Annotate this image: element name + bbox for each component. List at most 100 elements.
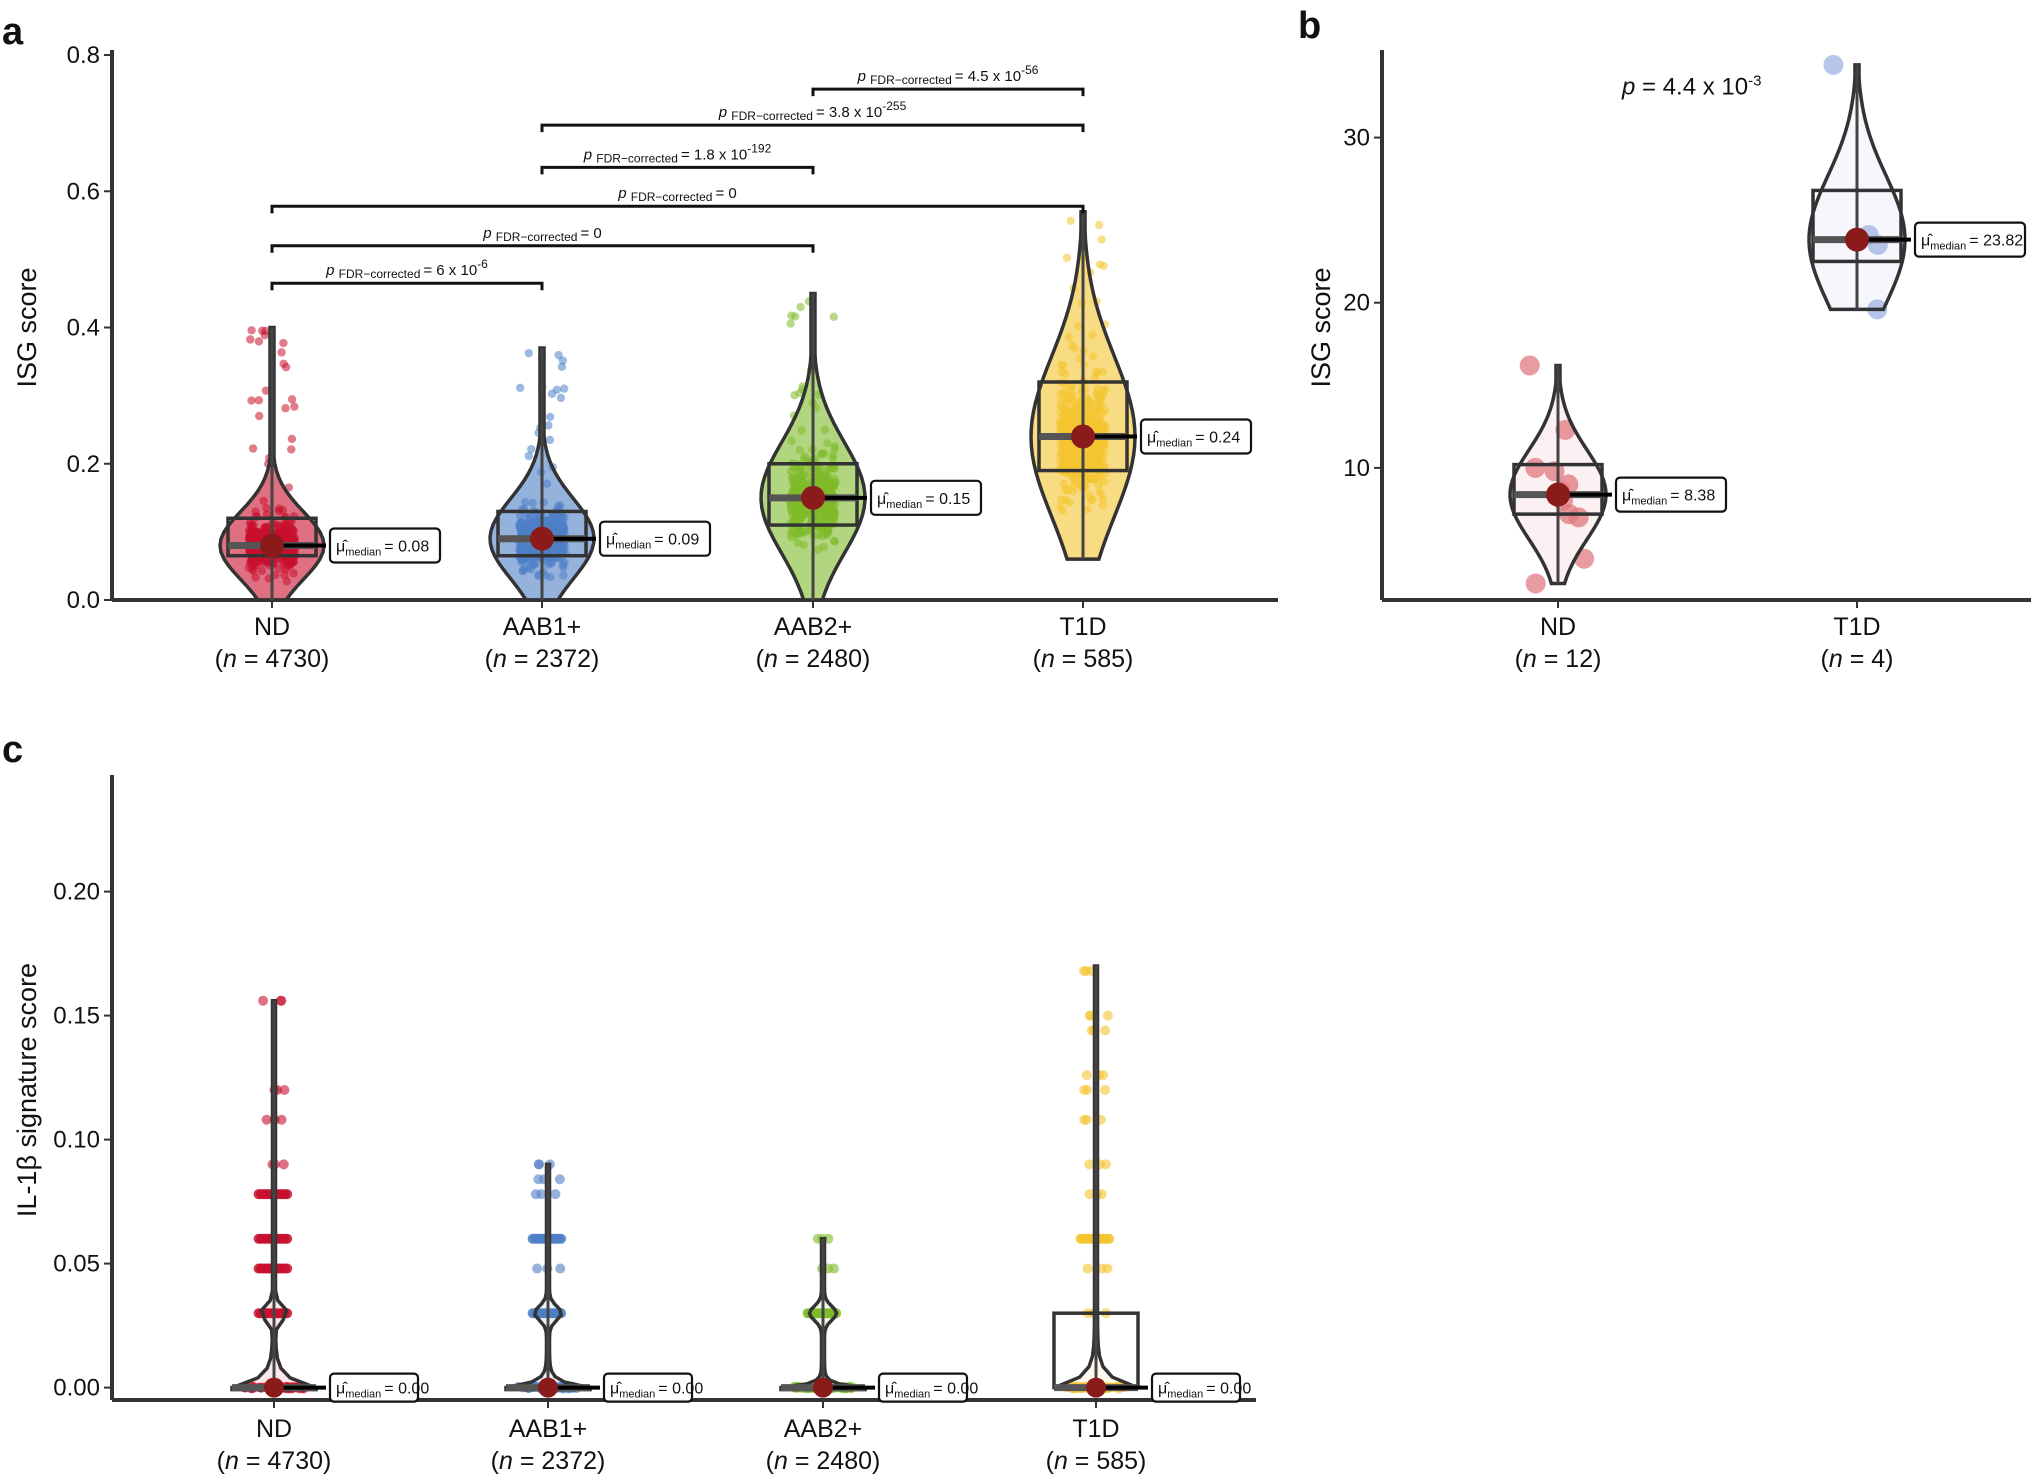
- median-label: μ̂median = 23.82: [1921, 233, 2023, 253]
- data-point: [282, 1233, 293, 1244]
- median-label: μ̂median = 0.24: [1147, 430, 1240, 450]
- n-italic: n: [1041, 645, 1055, 673]
- data-point: [1084, 1159, 1095, 1170]
- y-tick-label: 30: [1343, 125, 1370, 152]
- median-subscript: median: [894, 1389, 930, 1401]
- p-subscript: FDR−corrected: [596, 151, 678, 165]
- data-point: [282, 1189, 293, 1200]
- median-symbol: μ̂: [336, 1381, 348, 1398]
- p-exponent: -56: [1021, 63, 1039, 77]
- median-subscript: median: [1167, 1389, 1203, 1401]
- n-value: = 4730): [237, 645, 329, 673]
- comparison-bracket: p FDR−corrected = 0: [270, 225, 815, 253]
- data-point: [1823, 54, 1844, 75]
- comparison-bracket: p FDR−corrected = 3.8 x 10-255: [540, 99, 1085, 133]
- n-italic: n: [764, 645, 778, 673]
- data-point: [1096, 1263, 1107, 1274]
- bracket-line: [811, 87, 1085, 97]
- x-n-label: (n = 2372): [485, 645, 600, 673]
- x-category-label: AAB2+: [784, 1415, 863, 1443]
- y-axis-label: ISG score: [1306, 267, 1336, 387]
- group-t1d: T1D (n = 585) μ̂median = 0.24: [1029, 209, 1253, 673]
- p-symbol: p: [1621, 74, 1642, 101]
- y-axis-label: ISG score: [12, 267, 42, 387]
- data-point: [258, 995, 269, 1006]
- n-paren: (: [485, 645, 494, 673]
- data-point: [1101, 1159, 1112, 1170]
- p-value-label: p = 4.4 x 10-3: [1621, 73, 1761, 101]
- median-symbol: μ̂: [610, 1381, 622, 1398]
- group-t1d: T1D(n = 4)μ̂median = 23.82: [1807, 54, 2027, 673]
- median-dot: [1071, 424, 1095, 449]
- y-tick-label: 0.6: [67, 178, 100, 205]
- data-point: [277, 348, 286, 357]
- data-point: [552, 385, 562, 394]
- data-point: [530, 1189, 541, 1200]
- p-symbol: p: [718, 104, 732, 121]
- n-paren: (: [766, 1447, 775, 1475]
- median-label: μ̂median = 0.00: [336, 1381, 429, 1401]
- median-symbol: μ̂: [1622, 488, 1634, 505]
- n-italic: n: [1523, 645, 1537, 673]
- median-symbol: μ̂: [1158, 1381, 1170, 1398]
- comparison-label: p FDR−corrected = 6 x 10-6: [325, 257, 488, 281]
- box: [496, 509, 588, 558]
- x-category-label: ND: [256, 1415, 292, 1443]
- x-n-label: (n = 4): [1821, 645, 1894, 673]
- data-point: [247, 326, 256, 335]
- p-value: = 0: [715, 185, 736, 202]
- median-label-box: [602, 1372, 694, 1403]
- p-exponent: -192: [747, 141, 771, 155]
- median-value: = 23.82: [1969, 233, 2023, 250]
- group-nd: ND (n = 12) μ̂median = 8.38: [1508, 355, 1728, 673]
- x-category-label: AAB2+: [774, 613, 853, 641]
- n-paren: (: [1821, 645, 1830, 673]
- n-paren: (: [491, 1447, 500, 1475]
- y-tick-label: 10: [1343, 455, 1370, 482]
- median-label: μ̂median = 0.00: [885, 1381, 978, 1401]
- p-symbol: p: [583, 146, 597, 163]
- data-point: [544, 421, 553, 430]
- comparison-bracket: p FDR−corrected = 4.5 x 10-56: [811, 63, 1085, 97]
- p-symbol: p: [325, 262, 339, 279]
- p-subscript: FDR−corrected: [870, 73, 952, 87]
- data-point: [282, 1263, 293, 1274]
- data-point: [524, 348, 533, 358]
- data-point: [1525, 573, 1546, 594]
- data-point: [1081, 1070, 1092, 1081]
- median-value: = 0.00: [384, 1381, 429, 1398]
- x-n-label: (n = 2480): [756, 645, 871, 673]
- median-subscript: median: [1631, 496, 1667, 508]
- y-tick-label: 0.4: [67, 315, 100, 342]
- data-point: [290, 402, 299, 411]
- data-point: [1084, 1189, 1095, 1200]
- median-symbol: μ̂: [336, 539, 348, 556]
- median-label-box: [328, 527, 442, 564]
- p-value: = 4.4 x 10: [1642, 74, 1748, 101]
- median-value: = 0.00: [933, 1381, 978, 1398]
- p-value: = 6 x 10: [423, 262, 477, 279]
- data-point: [545, 412, 555, 422]
- data-point: [1519, 355, 1540, 376]
- x-n-label: (n = 585): [1033, 645, 1134, 673]
- n-value: = 2480): [788, 1447, 880, 1475]
- data-point: [275, 995, 286, 1006]
- data-point: [1079, 1114, 1090, 1125]
- data-point: [287, 395, 297, 404]
- data-point: [533, 1159, 544, 1170]
- data-point: [557, 362, 567, 371]
- n-italic: n: [1829, 645, 1843, 673]
- data-point: [281, 404, 290, 413]
- p-value: = 3.8 x 10: [816, 104, 882, 121]
- median-dot: [1546, 482, 1570, 507]
- n-value: = 12): [1537, 645, 1602, 673]
- median-label: μ̂median = 0.09: [606, 532, 699, 552]
- median-label: μ̂median = 0.08: [336, 539, 429, 559]
- panel-label-c: c: [2, 729, 23, 771]
- data-point: [1100, 1085, 1111, 1095]
- n-paren: (: [756, 645, 765, 673]
- n-paren: (: [217, 1447, 226, 1475]
- data-point: [796, 302, 805, 312]
- data-point: [287, 434, 297, 444]
